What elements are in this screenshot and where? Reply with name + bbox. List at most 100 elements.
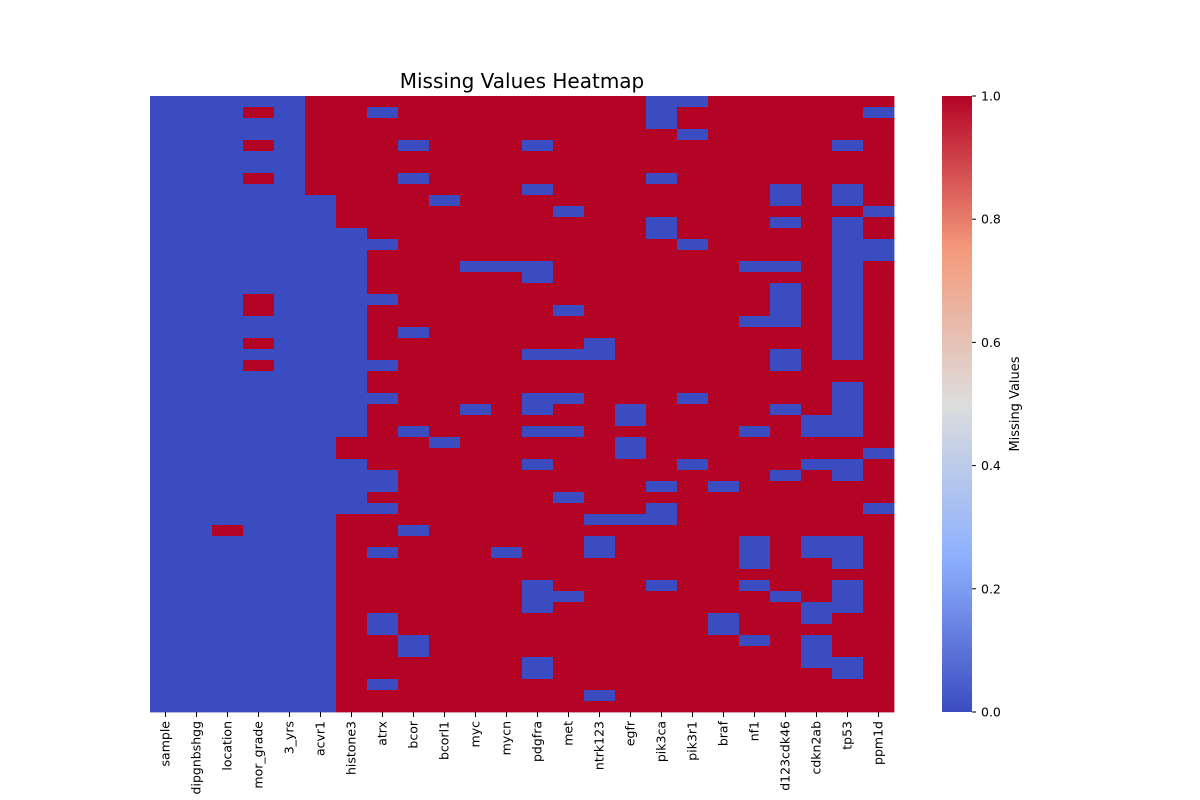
heatmap-cell-cdkn2ab-14 [801, 250, 833, 262]
heatmap-cell-bcorl1-6 [429, 162, 461, 174]
heatmap-cell-braf-15 [708, 261, 740, 273]
heatmap-cell-bcorl1-18 [429, 294, 461, 306]
heatmap-cell-ntrk123-52 [584, 668, 616, 680]
heatmap-cell-d123cdk46-39 [770, 525, 802, 537]
heatmap-cell-d123cdk46-8 [770, 184, 802, 196]
heatmap-cell-myc-3 [460, 129, 492, 141]
heatmap-cell-egfr-47 [615, 613, 647, 625]
heatmap-cell-ntrk123-10 [584, 206, 616, 218]
heatmap-cell-met-28 [553, 404, 585, 416]
heatmap-cell-d123cdk46-32 [770, 448, 802, 460]
heatmap-cell-braf-17 [708, 283, 740, 295]
heatmap-cell-nf1-1 [739, 107, 771, 119]
colorbar-ticks: 0.0 0.2 0.4 0.6 0.8 1.0 [972, 89, 1001, 720]
heatmap-cell-pdgfra-9 [522, 195, 554, 207]
heatmap-cell-bcor-45 [398, 591, 430, 603]
heatmap-cell-atrx-27 [367, 393, 399, 405]
heatmap-cell-myc-46 [460, 602, 492, 614]
heatmap-cell-atrx-12 [367, 228, 399, 240]
heatmap-cell-histone3-26 [336, 382, 368, 394]
heatmap-cell-3_yrs-41 [274, 547, 306, 559]
heatmap-cell-egfr-16 [615, 272, 647, 284]
heatmap-cell-bcorl1-7 [429, 173, 461, 185]
heatmap-cell-met-38 [553, 514, 585, 526]
heatmap-cell-ntrk123-44 [584, 580, 616, 592]
heatmap-cell-ntrk123-39 [584, 525, 616, 537]
heatmap-cell-mor_grade-26 [243, 382, 275, 394]
heatmap-cell-egfr-27 [615, 393, 647, 405]
heatmap-cell-cdkn2ab-52 [801, 668, 833, 680]
heatmap-cell-met-36 [553, 492, 585, 504]
heatmap-cell-atrx-49 [367, 635, 399, 647]
heatmap-cell-cdkn2ab-36 [801, 492, 833, 504]
heatmap-cell-3_yrs-30 [274, 426, 306, 438]
heatmap-cell-histone3-22 [336, 338, 368, 350]
heatmap-cell-pik3r1-55 [677, 701, 709, 713]
heatmap-cell-tp53-46 [832, 602, 864, 614]
heatmap-cell-ntrk123-20 [584, 316, 616, 328]
heatmap-cell-d123cdk46-30 [770, 426, 802, 438]
heatmap-cell-pik3r1-27 [677, 393, 709, 405]
heatmap-cell-mycn-32 [491, 448, 523, 460]
heatmap-cell-met-39 [553, 525, 585, 537]
heatmap-cell-pik3ca-33 [646, 459, 678, 471]
heatmap-cell-egfr-42 [615, 558, 647, 570]
heatmap-cell-egfr-20 [615, 316, 647, 328]
heatmap-cell-bcor-29 [398, 415, 430, 427]
heatmap-cell-pik3ca-53 [646, 679, 678, 691]
heatmap-cell-ntrk123-16 [584, 272, 616, 284]
heatmap-cell-egfr-51 [615, 657, 647, 669]
heatmap-cell-pik3ca-30 [646, 426, 678, 438]
heatmap-cell-egfr-41 [615, 547, 647, 559]
heatmap-cell-ppm1d-55 [863, 701, 895, 713]
heatmap-cell-d123cdk46-36 [770, 492, 802, 504]
heatmap-cell-bcorl1-19 [429, 305, 461, 317]
colorbar: 0.0 0.2 0.4 0.6 0.8 1.0 Missing Values [942, 89, 1023, 720]
heatmap-cell-bcor-35 [398, 481, 430, 493]
heatmap-cell-3_yrs-51 [274, 657, 306, 669]
heatmap-cell-mor_grade-34 [243, 470, 275, 482]
heatmap-cell-mor_grade-53 [243, 679, 275, 691]
heatmap-cell-mycn-37 [491, 503, 523, 515]
heatmap-cell-mycn-30 [491, 426, 523, 438]
heatmap-cell-d123cdk46-16 [770, 272, 802, 284]
heatmap-cell-location-28 [212, 404, 244, 416]
heatmap-cell-bcor-23 [398, 349, 430, 361]
heatmap-cell-braf-49 [708, 635, 740, 647]
heatmap-cell-cdkn2ab-54 [801, 690, 833, 702]
heatmap-cell-mor_grade-17 [243, 283, 275, 295]
heatmap-cell-atrx-52 [367, 668, 399, 680]
heatmap-cell-cdkn2ab-47 [801, 613, 833, 625]
heatmap-cell-bcorl1-49 [429, 635, 461, 647]
heatmap-cell-cdkn2ab-9 [801, 195, 833, 207]
heatmap-cell-pdgfra-7 [522, 173, 554, 185]
heatmap-cell-sample-9 [150, 195, 182, 207]
heatmap-cell-ppm1d-18 [863, 294, 895, 306]
heatmap-cell-bcorl1-32 [429, 448, 461, 460]
heatmap-cell-bcorl1-28 [429, 404, 461, 416]
heatmap-cell-3_yrs-19 [274, 305, 306, 317]
heatmap-cell-mycn-17 [491, 283, 523, 295]
heatmap-cell-histone3-19 [336, 305, 368, 317]
heatmap-cell-histone3-32 [336, 448, 368, 460]
heatmap-cell-ppm1d-26 [863, 382, 895, 394]
heatmap-cell-pdgfra-18 [522, 294, 554, 306]
heatmap-cell-location-41 [212, 547, 244, 559]
heatmap-cell-bcor-21 [398, 327, 430, 339]
heatmap-cell-pik3ca-45 [646, 591, 678, 603]
heatmap-cell-pdgfra-55 [522, 701, 554, 713]
heatmap-cell-braf-21 [708, 327, 740, 339]
heatmap-cell-d123cdk46-41 [770, 547, 802, 559]
heatmap-cell-bcor-12 [398, 228, 430, 240]
heatmap-cell-atrx-50 [367, 646, 399, 658]
heatmap-cell-location-17 [212, 283, 244, 295]
heatmap-cell-atrx-30 [367, 426, 399, 438]
heatmap-cell-braf-23 [708, 349, 740, 361]
heatmap-cell-pdgfra-30 [522, 426, 554, 438]
heatmap-cell-mycn-47 [491, 613, 523, 625]
heatmap-cell-sample-41 [150, 547, 182, 559]
heatmap-cell-met-31 [553, 437, 585, 449]
heatmap-cell-egfr-45 [615, 591, 647, 603]
heatmap-cell-pik3ca-5 [646, 151, 678, 163]
heatmap-cell-nf1-19 [739, 305, 771, 317]
